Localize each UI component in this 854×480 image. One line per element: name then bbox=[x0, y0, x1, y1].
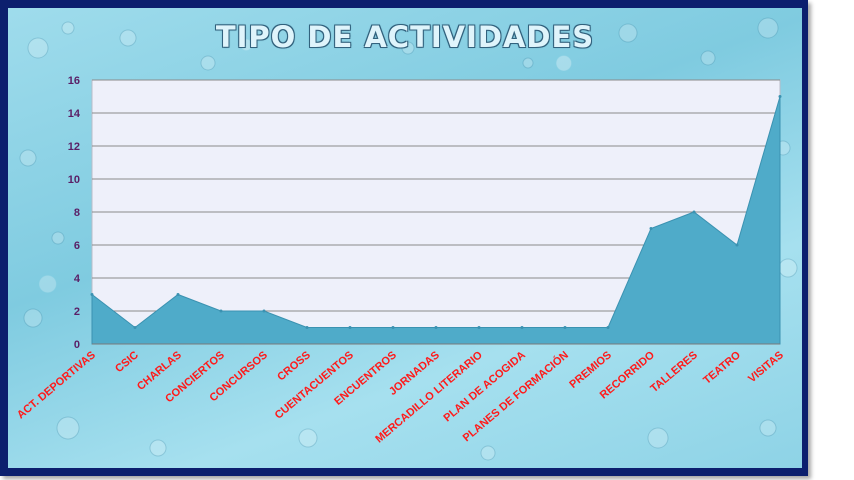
area-series bbox=[91, 96, 781, 345]
x-tick-label: TALLERES bbox=[648, 349, 700, 395]
data-point bbox=[176, 293, 180, 296]
data-point bbox=[133, 326, 137, 329]
x-tick-label: ACT. DEPORTIVAS bbox=[15, 349, 98, 421]
y-tick-label: 6 bbox=[74, 240, 80, 252]
y-tick-label: 16 bbox=[68, 75, 80, 87]
data-point bbox=[391, 326, 395, 329]
y-tick-label: 0 bbox=[74, 339, 80, 351]
data-point bbox=[348, 326, 352, 329]
data-point bbox=[563, 326, 567, 329]
data-point bbox=[520, 326, 524, 329]
chart-title: TIPO DE ACTIVIDADES bbox=[215, 20, 595, 54]
x-tick-label: TEATRO bbox=[701, 349, 743, 387]
y-tick-label: 12 bbox=[68, 141, 80, 153]
data-point bbox=[692, 210, 696, 214]
data-point bbox=[219, 309, 223, 313]
x-tick-label: CROSS bbox=[275, 349, 313, 383]
y-tick-label: 10 bbox=[68, 174, 80, 186]
data-point bbox=[477, 326, 481, 329]
x-tick-label: CUENTACUENTOS bbox=[273, 349, 356, 422]
y-tick-label: 2 bbox=[74, 306, 80, 318]
y-tick-label: 4 bbox=[74, 273, 81, 285]
slide-frame: TIPO DE ACTIVIDADES 0 2 4 6 8 10 12 14 16 ACT. DE… bbox=[0, 0, 808, 476]
data-point bbox=[90, 293, 94, 296]
data-point bbox=[606, 326, 610, 329]
data-point bbox=[434, 326, 438, 329]
data-point bbox=[649, 227, 653, 230]
x-tick-label: PLAN DE ACOGIDA bbox=[441, 349, 528, 424]
data-point bbox=[778, 95, 782, 98]
slide-background: TIPO DE ACTIVIDADES 0 2 4 6 8 10 12 14 16 ACT. DE… bbox=[8, 8, 802, 468]
x-tick-label: VISITAS bbox=[746, 349, 786, 385]
y-tick-label: 8 bbox=[74, 207, 80, 219]
data-point bbox=[735, 243, 739, 247]
x-tick-label: CSIC bbox=[113, 349, 141, 375]
y-tick-label: 14 bbox=[68, 108, 81, 120]
data-point bbox=[262, 309, 266, 313]
data-point bbox=[305, 326, 309, 329]
